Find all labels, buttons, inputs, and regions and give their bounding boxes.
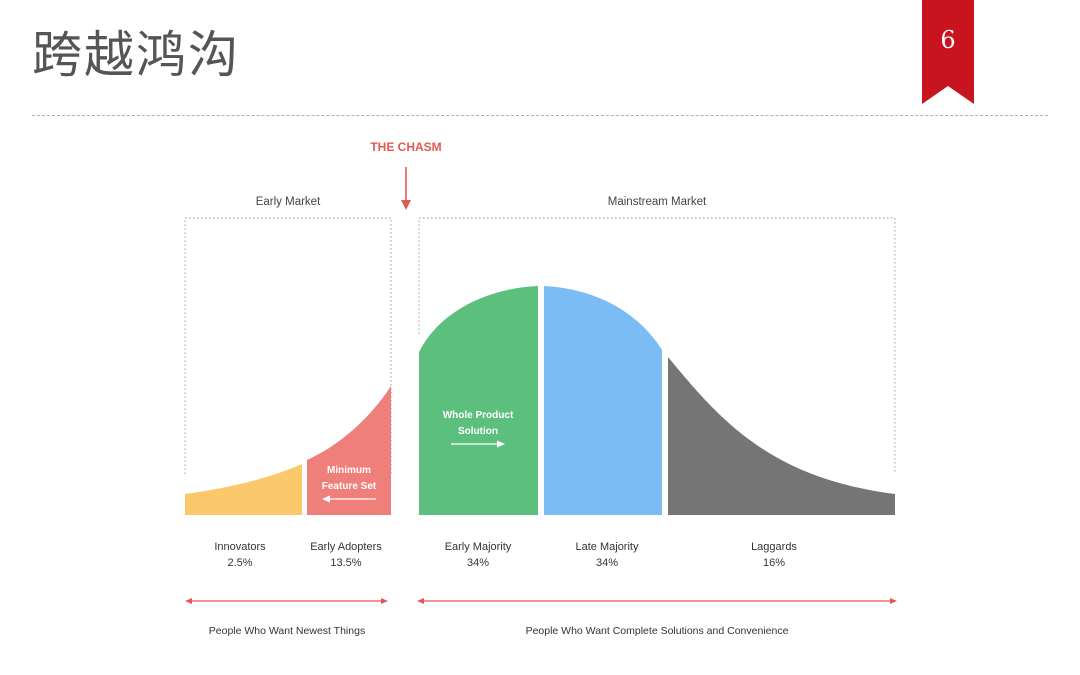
whole-product-line1: Whole Product	[443, 410, 514, 421]
right-range-arrow-right	[890, 598, 897, 604]
segment-percent-late-majority: 34%	[596, 557, 618, 569]
segment-name-laggards: Laggards	[751, 541, 797, 553]
segment-percent-early-majority: 34%	[467, 557, 489, 569]
mvp-label-line2: Feature Set	[322, 481, 377, 492]
segment-early-adopters	[307, 386, 391, 515]
right-range-arrow-left	[417, 598, 424, 604]
whole-product-arrow-head	[497, 440, 505, 448]
mainstream-market-bracket	[418, 217, 896, 474]
segment-late-majority	[544, 286, 662, 515]
chasm-label: THE CHASM	[370, 140, 441, 154]
early-market-bracket	[184, 217, 392, 474]
mvp-label-line1: Minimum	[327, 465, 371, 476]
page-ribbon	[922, 0, 974, 104]
early-market-label: Early Market	[256, 196, 321, 208]
segment-early-majority	[419, 286, 538, 515]
slide-title: 跨越鸿沟	[32, 26, 240, 84]
segment-percent-laggards: 16%	[763, 557, 785, 569]
segment-percent-innovators: 2.5%	[227, 557, 252, 569]
segment-name-early-adopters: Early Adopters	[310, 541, 382, 553]
left-range-arrow-left	[185, 598, 192, 604]
right-range-label: People Who Want Complete Solutions and C…	[526, 625, 789, 637]
segment-name-early-majority: Early Majority	[445, 541, 512, 553]
whole-product-line2: Solution	[458, 426, 498, 437]
mainstream-market-label: Mainstream Market	[608, 196, 707, 208]
title-separator	[32, 115, 1048, 116]
segment-laggards	[668, 357, 895, 515]
left-range-arrow-right	[381, 598, 388, 604]
segment-innovators	[185, 464, 302, 515]
segment-percent-early-adopters: 13.5%	[330, 557, 361, 569]
mvp-arrow-head	[322, 495, 330, 503]
segment-name-innovators: Innovators	[214, 541, 266, 553]
segment-name-late-majority: Late Majority	[576, 541, 639, 553]
left-range-label: People Who Want Newest Things	[209, 625, 365, 637]
chasm-arrow-head	[401, 200, 411, 210]
page-number: 6	[940, 26, 956, 54]
